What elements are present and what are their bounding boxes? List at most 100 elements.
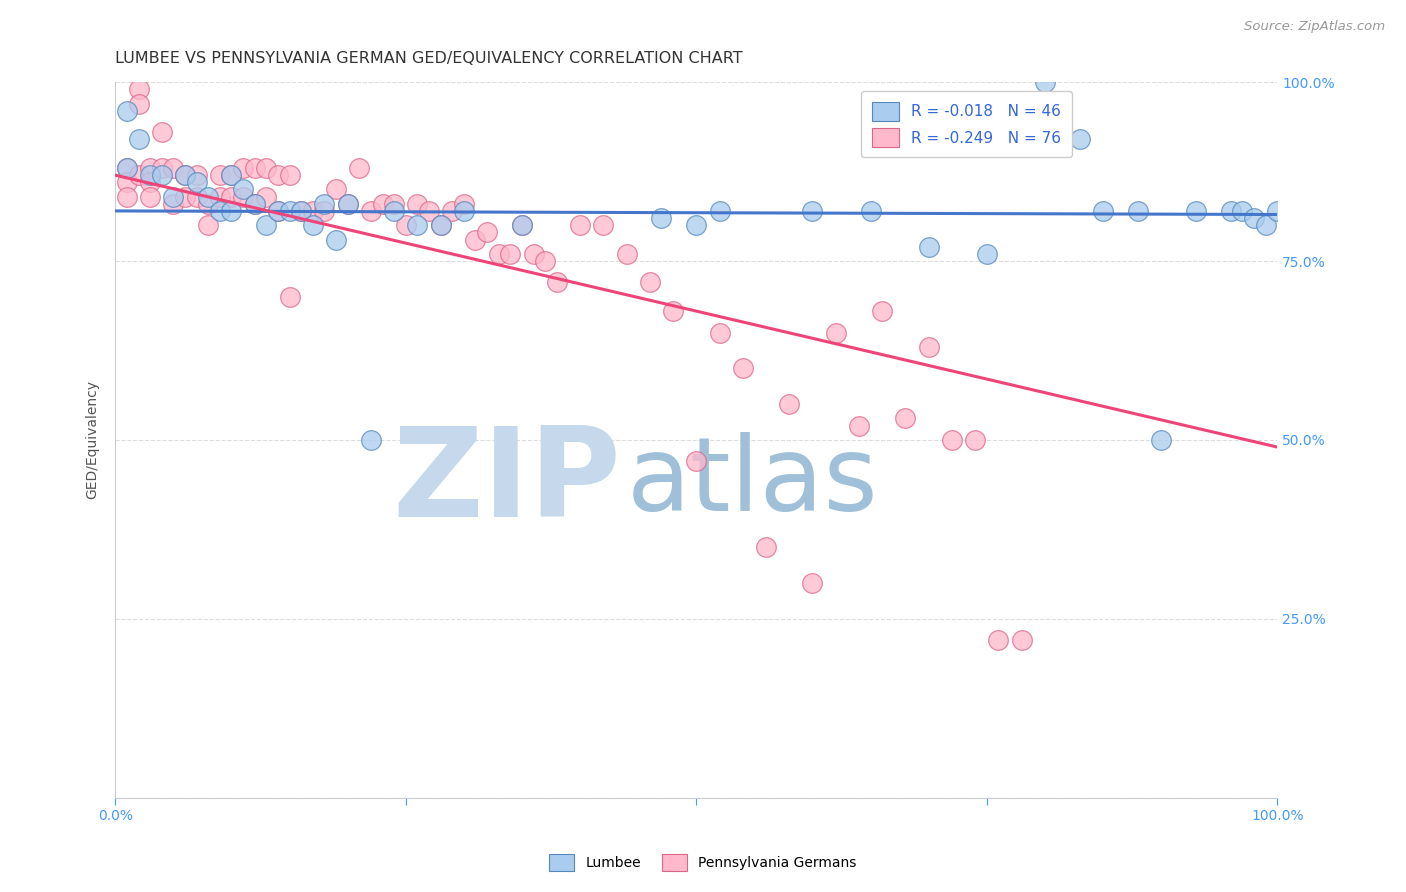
Point — [254, 219, 277, 233]
Point — [150, 125, 173, 139]
Point — [139, 161, 162, 175]
Point — [650, 211, 672, 225]
Point — [429, 219, 451, 233]
Point — [870, 304, 893, 318]
Point — [918, 240, 941, 254]
Point — [128, 132, 150, 146]
Point — [824, 326, 846, 340]
Point — [314, 203, 336, 218]
Point — [360, 433, 382, 447]
Point — [232, 182, 254, 196]
Point — [1011, 633, 1033, 648]
Point — [243, 196, 266, 211]
Point — [523, 247, 546, 261]
Point — [162, 196, 184, 211]
Legend: R = -0.018   N = 46, R = -0.249   N = 76: R = -0.018 N = 46, R = -0.249 N = 76 — [860, 91, 1073, 158]
Point — [115, 161, 138, 175]
Point — [197, 219, 219, 233]
Point — [1150, 433, 1173, 447]
Point — [301, 203, 323, 218]
Point — [475, 226, 498, 240]
Point — [395, 219, 418, 233]
Point — [709, 326, 731, 340]
Point — [278, 203, 301, 218]
Point — [150, 161, 173, 175]
Point — [592, 219, 614, 233]
Point — [254, 161, 277, 175]
Point — [801, 203, 824, 218]
Text: atlas: atlas — [627, 433, 879, 533]
Point — [499, 247, 522, 261]
Point — [197, 196, 219, 211]
Text: Source: ZipAtlas.com: Source: ZipAtlas.com — [1244, 20, 1385, 33]
Point — [128, 168, 150, 182]
Y-axis label: GED/Equivalency: GED/Equivalency — [86, 380, 100, 500]
Point — [464, 233, 486, 247]
Point — [1091, 203, 1114, 218]
Point — [638, 276, 661, 290]
Point — [569, 219, 592, 233]
Point — [221, 189, 243, 203]
Point — [709, 203, 731, 218]
Point — [221, 168, 243, 182]
Point — [232, 189, 254, 203]
Point — [546, 276, 568, 290]
Point — [987, 633, 1010, 648]
Point — [1069, 132, 1091, 146]
Point — [336, 196, 359, 211]
Point — [685, 219, 707, 233]
Point — [336, 196, 359, 211]
Point — [778, 397, 800, 411]
Point — [349, 161, 371, 175]
Point — [453, 196, 475, 211]
Point — [208, 189, 231, 203]
Point — [406, 196, 429, 211]
Point — [174, 189, 197, 203]
Point — [801, 576, 824, 591]
Point — [301, 219, 323, 233]
Point — [290, 203, 312, 218]
Point — [429, 219, 451, 233]
Point — [115, 103, 138, 118]
Point — [221, 203, 243, 218]
Point — [510, 219, 533, 233]
Point — [616, 247, 638, 261]
Point — [1254, 219, 1277, 233]
Point — [278, 168, 301, 182]
Point — [162, 161, 184, 175]
Point — [290, 203, 312, 218]
Point — [1265, 203, 1288, 218]
Point — [314, 196, 336, 211]
Point — [243, 196, 266, 211]
Point — [1185, 203, 1208, 218]
Point — [186, 175, 208, 189]
Point — [755, 540, 778, 554]
Point — [254, 189, 277, 203]
Point — [848, 418, 870, 433]
Point — [208, 168, 231, 182]
Point — [1232, 203, 1254, 218]
Point — [278, 290, 301, 304]
Point — [115, 175, 138, 189]
Point — [186, 189, 208, 203]
Point — [1243, 211, 1265, 225]
Point — [918, 340, 941, 354]
Point — [174, 168, 197, 182]
Point — [267, 203, 290, 218]
Point — [162, 189, 184, 203]
Point — [510, 219, 533, 233]
Point — [941, 433, 963, 447]
Point — [197, 189, 219, 203]
Point — [150, 168, 173, 182]
Point — [488, 247, 510, 261]
Point — [1219, 203, 1241, 218]
Point — [115, 161, 138, 175]
Point — [139, 189, 162, 203]
Point — [382, 196, 405, 211]
Point — [208, 203, 231, 218]
Point — [325, 182, 347, 196]
Point — [221, 168, 243, 182]
Point — [360, 203, 382, 218]
Point — [139, 175, 162, 189]
Point — [128, 96, 150, 111]
